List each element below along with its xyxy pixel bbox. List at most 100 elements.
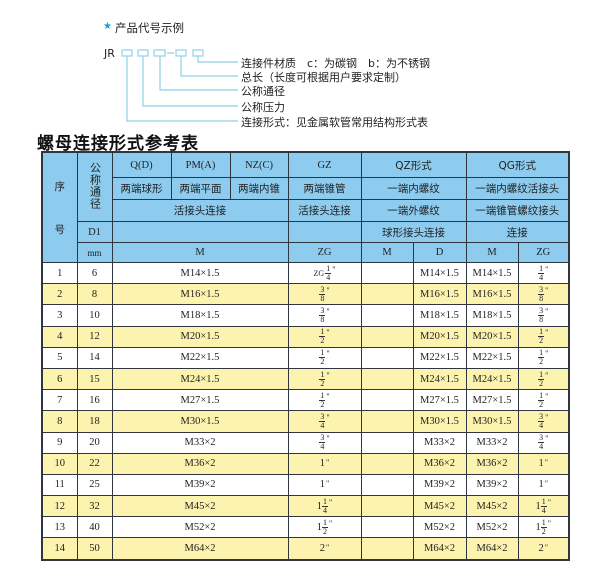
row-qz-m [360, 516, 414, 539]
header-qg-desc1: 一端内螺纹活接头 [465, 177, 570, 200]
row-zg: 1 2 " [287, 346, 362, 369]
row-no: 4 [41, 325, 78, 348]
label-connection: 连接形式：见金属软管常用结构形式表 [241, 116, 428, 129]
header-qd: Q(D) [111, 151, 172, 178]
row-qz-d: M33×2 [412, 431, 467, 454]
row-d1: 6 [76, 261, 113, 285]
row-zg: 3 4 " [287, 410, 362, 433]
table-row: 7 16 M27×1.5 1 2 " M27×1.5 M27×1.5 1 2 " [41, 389, 570, 412]
header-nz: NZ(C) [229, 151, 289, 178]
row-qz-d: M45×2 [412, 495, 467, 518]
code-prefix: JR [104, 47, 115, 60]
header-qz-d: D [412, 242, 467, 263]
header-gz: GZ [287, 151, 362, 178]
product-code-diagram: ★ 产品代号示例 JR 连接件材质 c：为碳钢 b：为不锈钢 总长（长度可根据用… [0, 0, 600, 135]
row-no: 12 [41, 495, 78, 518]
row-qz-d: M64×2 [412, 537, 467, 561]
header-nz-desc: 两端内锥 [229, 177, 289, 200]
row-qg-zg: 1 1 2 " [517, 516, 570, 539]
table-row: 6 15 M24×1.5 1 2 " M24×1.5 M24×1.5 1 2 " [41, 367, 570, 391]
row-qz-d: M22×1.5 [412, 346, 467, 369]
header-gz-union: 活接头连接 [287, 199, 362, 222]
row-d1: 32 [76, 495, 113, 518]
row-m: M64×2 [111, 537, 289, 561]
row-d1: 22 [76, 452, 113, 475]
row-m: M24×1.5 [111, 367, 289, 391]
row-qg-m: M20×1.5 [465, 325, 519, 348]
row-qz-m [360, 537, 414, 561]
row-d1: 10 [76, 304, 113, 327]
row-qg-zg: 1 1 4 " [517, 495, 570, 518]
row-qg-zg: 3 4 " [517, 431, 570, 454]
row-qz-m [360, 473, 414, 497]
row-qz-m [360, 325, 414, 348]
row-qz-m [360, 261, 414, 285]
row-qz-m [360, 410, 414, 433]
row-zg: 1 2 " [287, 389, 362, 412]
row-zg: 2" [287, 537, 362, 561]
header-qg-desc3: 连接 [465, 221, 570, 243]
label-length: 总长（长度可根据用户要求定制） [241, 71, 406, 84]
row-no: 9 [41, 431, 78, 454]
header-qg-zg: ZG [517, 242, 570, 263]
label-material: 连接件材质 c：为碳钢 b：为不锈钢 [241, 57, 431, 70]
row-qz-m [360, 431, 414, 454]
header-qg: QG形式 [465, 151, 570, 178]
row-qz-m [360, 346, 414, 369]
row-no: 14 [41, 537, 78, 561]
row-qg-m: M30×1.5 [465, 410, 519, 433]
row-no: 1 [41, 261, 78, 285]
table-row: 4 12 M20×1.5 1 2 " M20×1.5 M20×1.5 1 2 " [41, 325, 570, 348]
row-m: M16×1.5 [111, 283, 289, 306]
row-d1: 40 [76, 516, 113, 539]
row-qg-zg: 1" [517, 452, 570, 475]
row-qg-m: M16×1.5 [465, 283, 519, 306]
table-row: 2 8 M16×1.5 3 8 " M16×1.5 M16×1.5 3 8 " [41, 283, 570, 306]
header-empty [111, 221, 289, 243]
header-qg-desc2: 一端锥管螺纹接头 [465, 199, 570, 222]
header-gz-desc: 两端锥管 [287, 177, 362, 200]
table-row: 9 20 M33×2 3 4 " M33×2 M33×2 3 4 " [41, 431, 570, 454]
row-m: M27×1.5 [111, 389, 289, 412]
table-body: 1 6 M14×1.5 ZG 1 4 " M14×1.5 M14×1.5 1 4 " 2 8 M16×1.5… [41, 261, 570, 561]
row-no: 13 [41, 516, 78, 539]
row-d1: 25 [76, 473, 113, 497]
row-no: 8 [41, 410, 78, 433]
row-qg-zg: 1" [517, 473, 570, 497]
header-qz: QZ形式 [360, 151, 467, 178]
code-box [153, 49, 166, 57]
header-pm: PM(A) [170, 151, 231, 178]
header-m: M [111, 242, 289, 263]
row-qz-m [360, 367, 414, 391]
row-qz-d: M14×1.5 [412, 261, 467, 285]
label-diameter: 公称通径 [241, 85, 285, 98]
row-qg-m: M27×1.5 [465, 389, 519, 412]
nut-connection-table: 序号 公称通径 Q(D) PM(A) NZ(C) GZ QZ形式 QG形式 两端… [41, 151, 570, 561]
table-row: 3 10 M18×1.5 3 8 " M18×1.5 M18×1.5 3 8 " [41, 304, 570, 327]
row-zg: 1" [287, 473, 362, 497]
table-row: 14 50 M64×2 2" M64×2 M64×2 2" [41, 537, 570, 561]
row-qg-m: M36×2 [465, 452, 519, 475]
row-m: M33×2 [111, 431, 289, 454]
row-qz-d: M36×2 [412, 452, 467, 475]
table-row: 1 6 M14×1.5 ZG 1 4 " M14×1.5 M14×1.5 1 4 " [41, 261, 570, 285]
row-qz-m [360, 389, 414, 412]
row-d1: 18 [76, 410, 113, 433]
header-qz-desc2: 一端外螺纹 [360, 199, 467, 222]
star-icon: ★ [103, 21, 112, 32]
row-m: M22×1.5 [111, 346, 289, 369]
row-no: 5 [41, 346, 78, 369]
row-m: M18×1.5 [111, 304, 289, 327]
header-nominal-diameter: 公称通径 [76, 151, 113, 222]
row-qg-zg: 3 4 " [517, 410, 570, 433]
row-m: M14×1.5 [111, 261, 289, 285]
row-no: 11 [41, 473, 78, 497]
code-box [192, 49, 204, 57]
row-zg: 3 8 " [287, 304, 362, 327]
